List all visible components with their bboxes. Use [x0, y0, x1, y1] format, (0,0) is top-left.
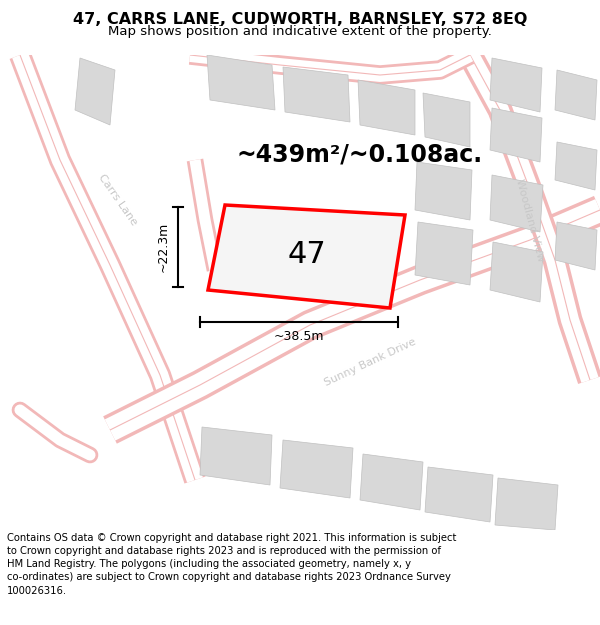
Text: ~38.5m: ~38.5m — [274, 331, 324, 344]
Polygon shape — [423, 93, 470, 147]
Text: 47: 47 — [287, 240, 326, 269]
Polygon shape — [425, 467, 493, 522]
Polygon shape — [555, 142, 597, 190]
Text: Contains OS data © Crown copyright and database right 2021. This information is : Contains OS data © Crown copyright and d… — [7, 533, 457, 596]
Polygon shape — [208, 205, 405, 308]
Polygon shape — [555, 70, 597, 120]
Polygon shape — [75, 58, 115, 125]
Text: ~439m²/~0.108ac.: ~439m²/~0.108ac. — [237, 143, 483, 167]
Text: Sunny Bank Drive: Sunny Bank Drive — [323, 336, 418, 388]
Polygon shape — [280, 440, 353, 498]
Polygon shape — [358, 80, 415, 135]
Text: ~22.3m: ~22.3m — [157, 222, 170, 272]
Polygon shape — [490, 108, 542, 162]
Text: 47, CARRS LANE, CUDWORTH, BARNSLEY, S72 8EQ: 47, CARRS LANE, CUDWORTH, BARNSLEY, S72 … — [73, 12, 527, 27]
Polygon shape — [490, 242, 543, 302]
Text: Carrs Lane: Carrs Lane — [97, 173, 139, 228]
Polygon shape — [490, 175, 543, 232]
Polygon shape — [415, 222, 473, 285]
Polygon shape — [415, 162, 472, 220]
Text: Map shows position and indicative extent of the property.: Map shows position and indicative extent… — [108, 26, 492, 39]
Polygon shape — [283, 67, 350, 122]
Polygon shape — [207, 55, 275, 110]
Polygon shape — [200, 427, 272, 485]
Polygon shape — [555, 222, 597, 270]
Polygon shape — [495, 478, 558, 530]
Polygon shape — [490, 58, 542, 112]
Polygon shape — [360, 454, 423, 510]
Text: Woodland View: Woodland View — [514, 177, 546, 262]
